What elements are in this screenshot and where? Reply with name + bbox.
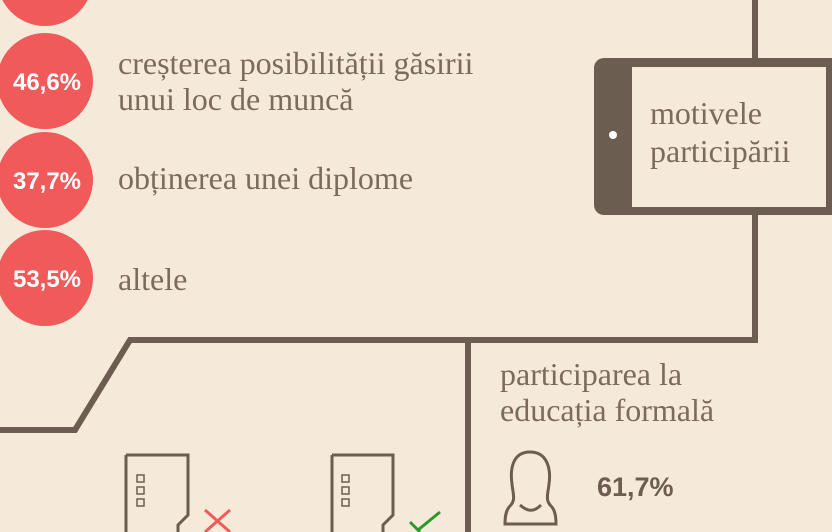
percent: 46,6% — [13, 69, 81, 96]
document-icon — [330, 453, 441, 532]
item-label: creșterea posibilității găsirii — [118, 45, 474, 81]
female-icon — [503, 450, 558, 526]
item-label: unui loc de muncă — [118, 81, 353, 117]
female-icon-neck — [519, 503, 543, 512]
female-percent: 61,7% — [597, 472, 674, 502]
percent-circle — [0, 33, 93, 129]
item-label: obținerea unei diplome — [118, 160, 413, 196]
percent: 53,5% — [13, 266, 81, 293]
tablet-button — [609, 131, 617, 139]
partial-circle — [2, 0, 88, 26]
percent: 37,7% — [13, 168, 81, 195]
tablet-label: motivele — [650, 95, 762, 131]
item-label: altele — [118, 261, 187, 297]
document-icon — [124, 453, 231, 532]
tablet-screen — [632, 67, 826, 207]
percent-circle — [0, 132, 93, 228]
tablet-label: participării — [650, 133, 790, 169]
section-label: educația formală — [500, 392, 714, 428]
connector-lines — [0, 0, 758, 532]
percent-circle — [0, 230, 93, 326]
section-label: participarea la — [500, 356, 682, 392]
